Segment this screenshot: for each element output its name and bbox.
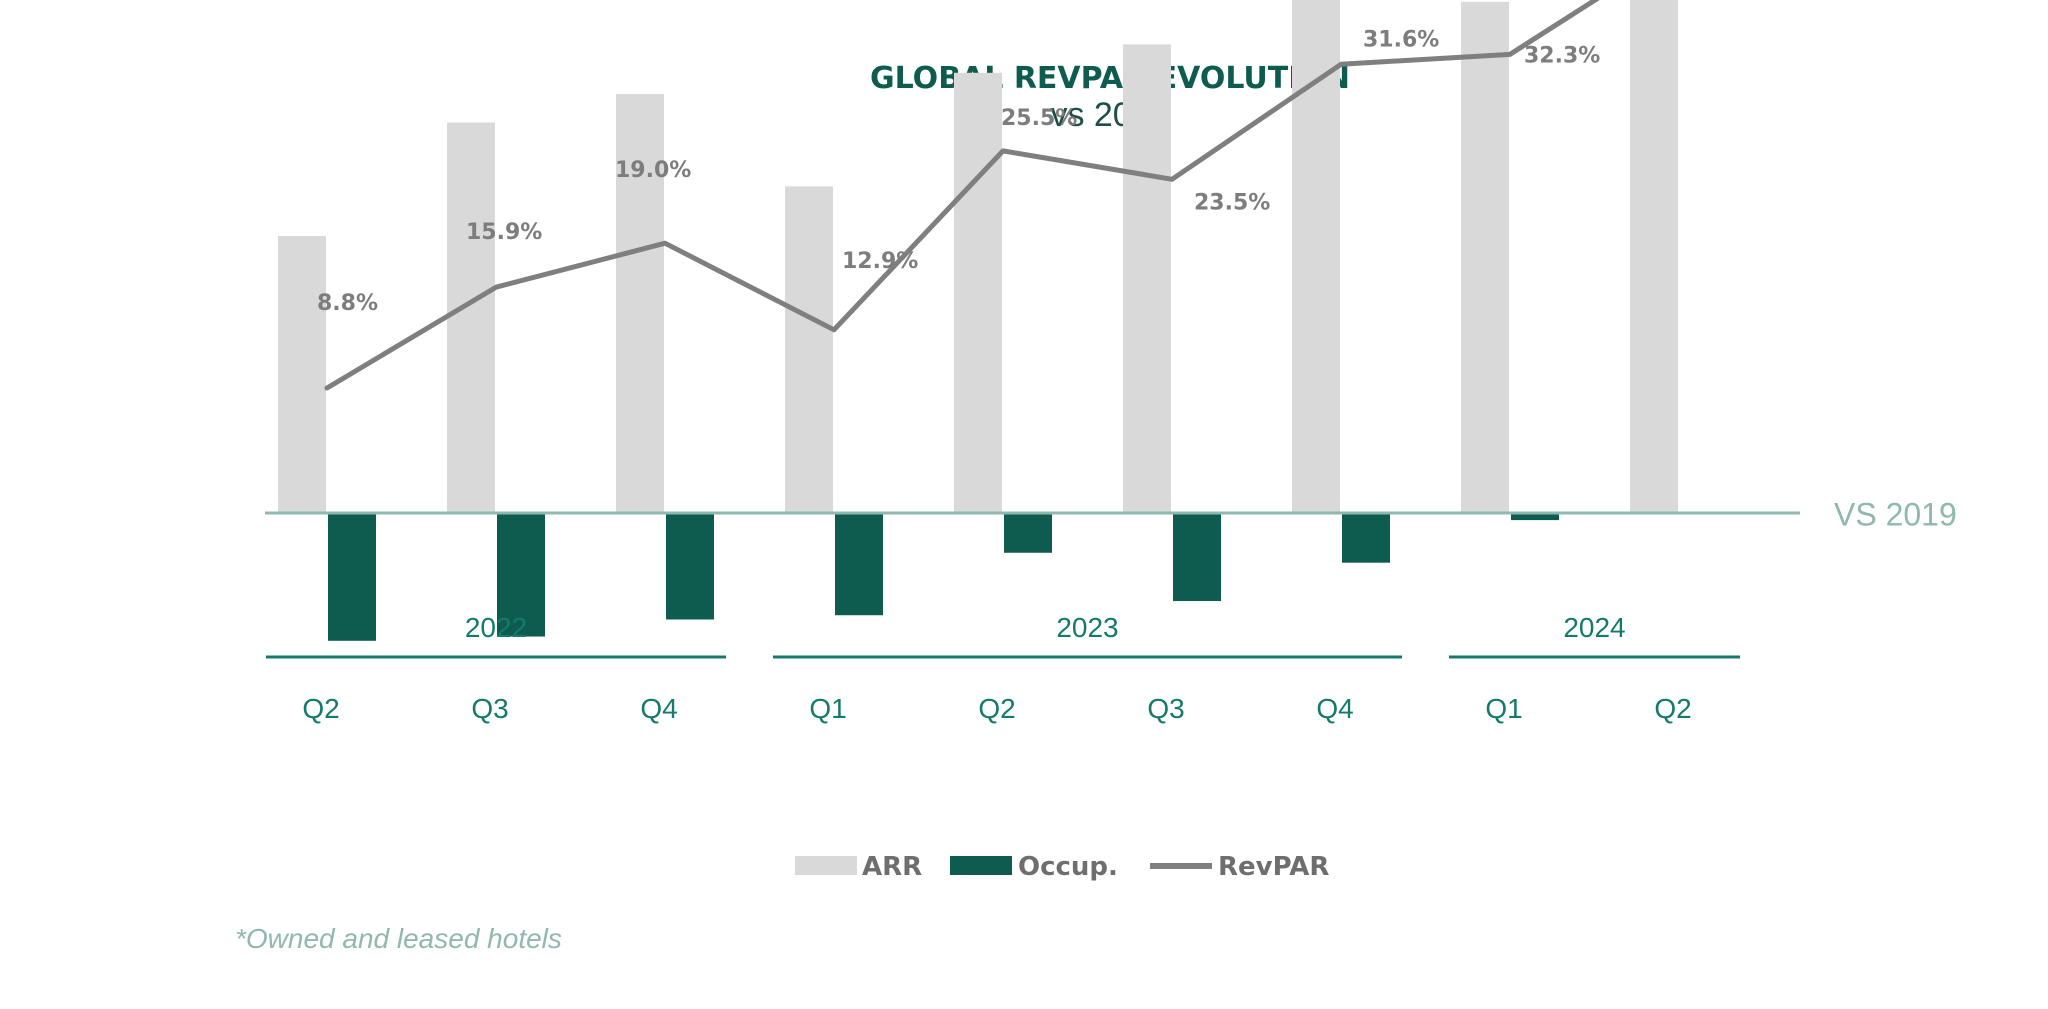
year-axis: 2022 2023 2024	[266, 612, 1740, 659]
chart-title: GLOBAL REVPAR EVOLUTION	[870, 61, 1350, 96]
arr-bar	[954, 72, 1002, 514]
occupancy-bar	[328, 513, 376, 641]
year-label: 2023	[1056, 612, 1118, 643]
vs-2019-label: VS 2019	[1834, 496, 1957, 532]
quarter-label: Q3	[1147, 693, 1184, 724]
arr-bar	[785, 186, 833, 513]
revpar-data-label: 12.9%	[842, 249, 918, 274]
revpar-data-label: 23.5%	[1194, 190, 1270, 215]
occupancy-bar	[1173, 513, 1221, 602]
footnote: *Owned and leased hotels	[235, 923, 562, 954]
quarter-label: Q1	[809, 693, 846, 724]
legend-revpar-label: RevPAR	[1218, 852, 1329, 882]
arr-bar	[447, 122, 495, 513]
quarter-label: Q4	[640, 693, 677, 724]
revpar-data-label: 15.9%	[466, 220, 542, 245]
legend-arr-swatch	[795, 856, 857, 875]
arr-bar	[1292, 0, 1340, 514]
occupancy-bar	[835, 513, 883, 616]
quarter-label: Q2	[1654, 693, 1691, 724]
revpar-series-line	[324, 0, 1600, 391]
quarter-label: Q3	[471, 693, 508, 724]
revpar-label-group: 8.8%15.9%19.0%12.9%25.5%23.5%31.6%32.3%3…	[317, 27, 1600, 316]
revpar-data-label: 19.0%	[615, 158, 691, 183]
revpar-data-label: 8.8%	[317, 291, 378, 316]
legend-arr-label: ARR	[862, 852, 922, 882]
revpar-data-label: 25.5%	[1001, 106, 1077, 131]
arr-bar	[616, 94, 664, 513]
revpar-data-label: 31.6%	[1363, 27, 1439, 52]
occupancy-bar-group	[328, 513, 1559, 641]
arr-bar	[1630, 0, 1678, 513]
quarter-label: Q2	[978, 693, 1015, 724]
quarter-label: Q1	[1485, 693, 1522, 724]
year-label: 2024	[1563, 612, 1625, 643]
quarter-axis: Q2 Q3 Q4 Q1 Q2 Q3 Q4 Q1 Q2	[302, 693, 1691, 724]
arr-bar	[1123, 44, 1171, 514]
occupancy-bar	[1342, 513, 1390, 563]
quarter-label: Q2	[302, 693, 339, 724]
occupancy-bar	[1511, 513, 1559, 521]
legend: ARR Occup. RevPAR	[795, 852, 1329, 882]
legend-occupancy-swatch	[950, 856, 1012, 875]
arr-bar	[1461, 1, 1509, 514]
occupancy-bar	[666, 513, 714, 620]
occupancy-bar	[497, 513, 545, 637]
arr-bar	[278, 236, 326, 513]
legend-occupancy-label: Occup.	[1018, 852, 1118, 882]
occupancy-bar	[1004, 513, 1052, 553]
year-label: 2022	[465, 612, 527, 643]
arr-bar-group	[278, 0, 1678, 514]
revpar-data-label: 32.3%	[1524, 43, 1600, 68]
quarter-label: Q4	[1316, 693, 1353, 724]
